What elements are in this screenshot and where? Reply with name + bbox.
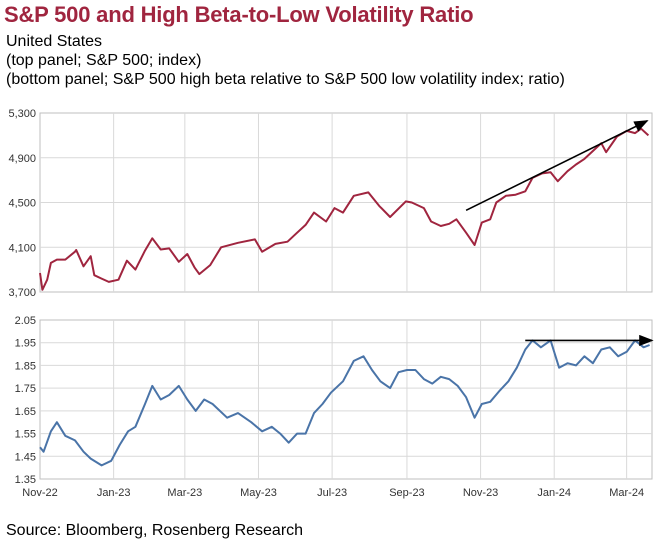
top-y-tick-label: 3,700 — [8, 287, 36, 299]
bottom-y-tick-label: 1.55 — [15, 429, 36, 441]
x-tick-label: Jul-23 — [317, 487, 347, 499]
x-tick-label: Sep-23 — [389, 487, 424, 499]
x-tick-label: Mar-23 — [167, 487, 202, 499]
bottom-y-tick-label: 2.05 — [15, 315, 36, 327]
top-y-tick-label: 4,100 — [8, 242, 36, 254]
top-series-line — [39, 127, 650, 291]
top-panel-sp500: 5,300 4,900 4,500 4,100 3,700 — [8, 108, 653, 299]
subtitle-bottom-panel: (bottom panel; S&P 500 high beta relativ… — [6, 71, 565, 88]
source-note: Source: Bloomberg, Rosenberg Research — [6, 522, 304, 539]
top-y-tick-label: 4,500 — [8, 198, 36, 210]
bottom-y-tick-label: 1.75 — [15, 383, 36, 395]
x-tick-label: Nov-22 — [22, 487, 57, 499]
bottom-y-tick-label: 1.35 — [15, 474, 36, 486]
top-y-tick-label: 4,900 — [8, 153, 36, 165]
x-tick-label: May-23 — [240, 487, 277, 499]
subtitle-country: United States — [6, 33, 103, 50]
top-trend-arrow — [465, 120, 649, 212]
bottom-y-tick-label: 1.95 — [15, 338, 36, 350]
bottom-y-tick-label: 1.45 — [15, 451, 36, 463]
subtitle-top-panel: (top panel; S&P 500; index) — [6, 52, 202, 69]
top-y-tick-label: 5,300 — [8, 108, 36, 120]
bottom-plot-frame — [39, 319, 653, 480]
x-tick-label: Jan-24 — [537, 487, 571, 499]
bottom-y-tick-label: 1.85 — [15, 360, 36, 372]
x-tick-label: Nov-23 — [463, 487, 498, 499]
bottom-series-line — [39, 339, 650, 467]
x-tick-label: Mar-24 — [609, 487, 644, 499]
chart-title: S&P 500 and High Beta-to-Low Volatility … — [4, 2, 474, 27]
x-tick-label: Jan-23 — [97, 487, 131, 499]
bottom-y-tick-label: 1.65 — [15, 406, 36, 418]
